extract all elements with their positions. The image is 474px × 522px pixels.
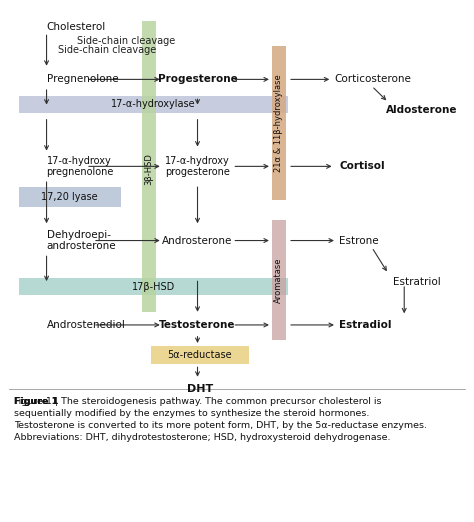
Text: 5α-reductase: 5α-reductase [167,350,232,360]
Bar [18,187,121,207]
Text: 17-α-hydroxy
progesterone: 17-α-hydroxy progesterone [165,156,230,177]
Text: Dehydroepi-
androsterone: Dehydroepi- androsterone [46,230,116,251]
Text: Corticosterone: Corticosterone [335,75,411,85]
Text: Testosterone: Testosterone [159,320,236,330]
Text: Estradiol: Estradiol [339,320,392,330]
Text: 17β-HSD: 17β-HSD [132,281,175,292]
Text: 3β-HSD: 3β-HSD [144,153,153,185]
Text: Cortisol: Cortisol [339,161,385,171]
Text: DHT: DHT [187,384,213,394]
Text: Cholesterol: Cholesterol [46,22,106,32]
Text: Estrone: Estrone [339,235,379,245]
Text: Pregnenolone: Pregnenolone [46,75,118,85]
Bar [18,96,288,113]
Text: Progesterone: Progesterone [158,75,237,85]
Text: Aromatase: Aromatase [274,257,283,303]
Text: Aldosterone: Aldosterone [386,105,457,115]
Bar [272,46,286,199]
Text: Figure 1 | The steroidogenesis pathway. The common precursor cholesterol is
sequ: Figure 1 | The steroidogenesis pathway. … [15,397,428,442]
Bar [18,278,288,295]
Text: Side-chain cleavage: Side-chain cleavage [77,36,175,46]
Text: Androstenediol: Androstenediol [46,320,126,330]
Text: Side-chain cleavage: Side-chain cleavage [58,45,156,55]
Bar [272,220,286,340]
Text: Figure 1: Figure 1 [14,397,58,406]
Text: Androsterone: Androsterone [162,235,233,245]
Bar [151,346,248,364]
Text: Figure 1: Figure 1 [14,397,58,406]
Text: Estratriol: Estratriol [392,278,440,288]
Bar [142,20,155,312]
Text: 21α & 11β-hydroxylase: 21α & 11β-hydroxylase [274,74,283,172]
Text: 17,20 lyase: 17,20 lyase [41,192,98,202]
Text: 17-α-hydroxy
pregnenolone: 17-α-hydroxy pregnenolone [46,156,114,177]
Text: 17-α-hydroxylase: 17-α-hydroxylase [111,100,196,110]
